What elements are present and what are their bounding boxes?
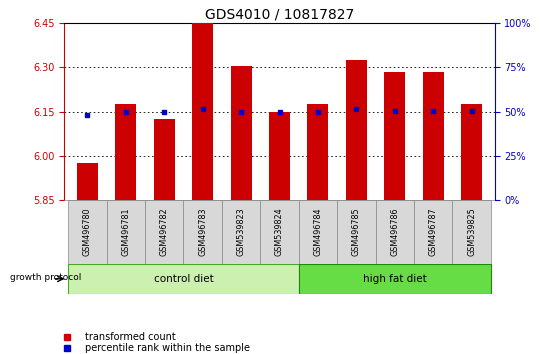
Text: control diet: control diet <box>154 274 214 284</box>
Text: GSM496784: GSM496784 <box>314 207 323 256</box>
Text: GSM496782: GSM496782 <box>160 207 169 256</box>
Bar <box>269 112 290 200</box>
Bar <box>414 200 452 264</box>
Bar <box>346 60 367 200</box>
Bar <box>260 200 299 264</box>
Bar <box>115 104 136 200</box>
Bar <box>376 200 414 264</box>
Bar <box>337 200 376 264</box>
Bar <box>452 200 491 264</box>
Bar <box>68 264 299 294</box>
Bar <box>154 119 175 200</box>
Bar <box>192 23 213 200</box>
Bar <box>68 200 107 264</box>
Text: GSM496780: GSM496780 <box>83 207 92 256</box>
Bar <box>230 66 252 200</box>
Bar <box>183 200 222 264</box>
Bar <box>77 163 98 200</box>
Text: high fat diet: high fat diet <box>363 274 427 284</box>
Bar <box>145 200 183 264</box>
Text: GSM496787: GSM496787 <box>429 207 438 256</box>
Text: GSM539825: GSM539825 <box>467 207 476 256</box>
Title: GDS4010 / 10817827: GDS4010 / 10817827 <box>205 8 354 22</box>
Bar <box>107 200 145 264</box>
Bar <box>307 104 329 200</box>
Bar <box>222 200 260 264</box>
Bar <box>384 72 405 200</box>
Text: GSM539823: GSM539823 <box>236 207 245 256</box>
Bar <box>299 200 337 264</box>
Bar <box>461 104 482 200</box>
Text: GSM496781: GSM496781 <box>121 207 130 256</box>
Text: GSM539824: GSM539824 <box>275 207 284 256</box>
Text: GSM496786: GSM496786 <box>390 207 399 256</box>
Text: growth protocol: growth protocol <box>10 273 81 282</box>
Text: percentile rank within the sample: percentile rank within the sample <box>85 343 250 353</box>
Bar <box>299 264 491 294</box>
Text: GSM496785: GSM496785 <box>352 207 361 256</box>
Text: transformed count: transformed count <box>85 332 176 342</box>
Text: GSM496783: GSM496783 <box>198 207 207 256</box>
Bar <box>423 72 444 200</box>
